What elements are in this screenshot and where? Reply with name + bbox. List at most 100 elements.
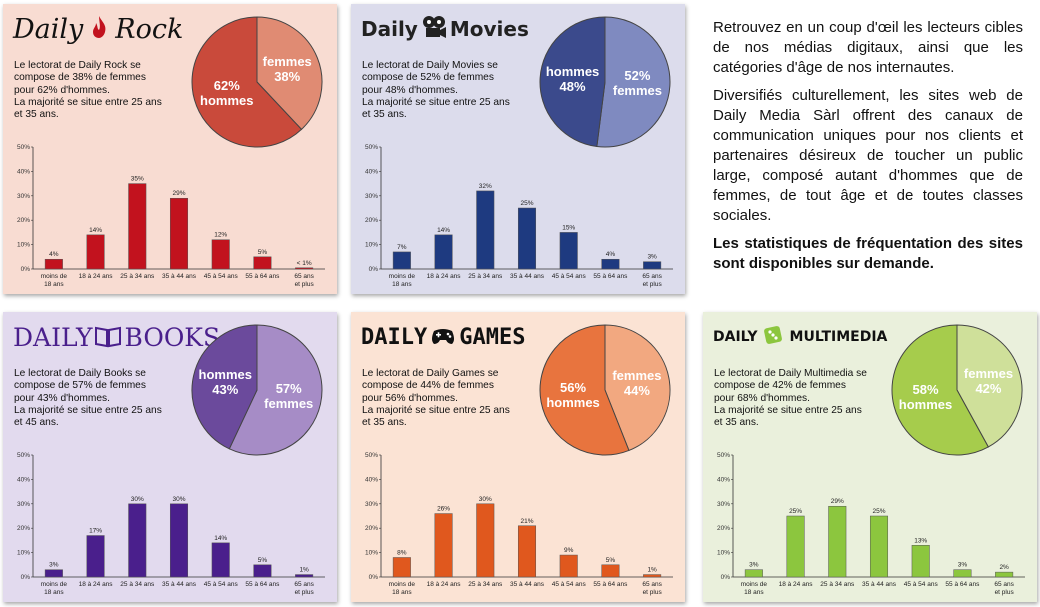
x-tick-label: 25 à 34 ans	[120, 581, 155, 588]
x-tick-label: 18 ans	[44, 589, 64, 596]
bar-value-label: 25%	[872, 508, 885, 515]
pie-label-hommes-pct: 48%	[560, 79, 586, 94]
x-tick-label: 25 à 34 ans	[468, 273, 503, 280]
y-tick-label: 0%	[369, 574, 379, 581]
bar-value-label: 21%	[520, 518, 533, 525]
x-tick-label: 35 à 44 ans	[510, 581, 545, 588]
pie-label-hommes-name: hommes	[899, 397, 952, 412]
y-tick-label: 10%	[365, 550, 378, 557]
pie-label-femmes-name: femmes	[612, 368, 661, 383]
y-tick-label: 30%	[17, 501, 30, 508]
x-tick-label: 45 à 54 ans	[204, 273, 239, 280]
bar-value-label: 29%	[172, 190, 185, 197]
y-tick-label: 40%	[717, 476, 730, 483]
pie-slice-femmes	[228, 324, 323, 456]
x-tick-label: 65 ans	[294, 581, 314, 588]
bar-value-label: < 1%	[297, 260, 312, 267]
x-tick-label: 55 à 64 ans	[593, 273, 628, 280]
y-tick-label: 20%	[365, 525, 378, 532]
bar-value-label: 1%	[299, 567, 309, 574]
y-tick-label: 50%	[365, 452, 378, 459]
bar	[476, 190, 495, 270]
description-line: pour 68% d'hommes.	[714, 392, 810, 404]
bar	[911, 545, 930, 578]
bar	[253, 564, 272, 578]
bar-value-label: 5%	[606, 557, 616, 564]
x-tick-label: 55 à 64 ans	[245, 273, 280, 280]
y-tick-label: 20%	[17, 217, 30, 224]
bar	[392, 557, 411, 578]
intro-text: Retrouvez en un coup d'œil les lecteurs …	[713, 18, 1023, 282]
description: Le lectorat de Daily Multimedia se compos…	[714, 368, 889, 429]
bar-value-label: 15%	[562, 224, 575, 231]
x-tick-label: 45 à 54 ans	[204, 581, 239, 588]
bar	[869, 515, 889, 578]
bar-value-label: 2%	[999, 564, 1009, 571]
y-tick-label: 50%	[17, 452, 30, 459]
bar-value-label: 29%	[831, 498, 844, 505]
y-tick-label: 30%	[365, 501, 378, 508]
description: Le lectorat de Daily Rock se compose de 3…	[14, 60, 189, 121]
pie-slice-femmes	[956, 324, 1023, 448]
bar	[169, 503, 189, 578]
x-tick-label: et plus	[643, 281, 663, 288]
y-tick-label: 20%	[365, 217, 378, 224]
bar	[786, 515, 805, 578]
y-tick-label: 0%	[21, 574, 31, 581]
bar-value-label: 30%	[479, 496, 492, 503]
bar	[128, 183, 147, 270]
description-line: La majorité se situe entre 25 ans	[362, 404, 510, 416]
bar-value-label: 35%	[131, 176, 144, 183]
x-tick-label: 65 ans	[294, 273, 314, 280]
pie-label-hommes-pct: 58%	[913, 382, 939, 397]
logo-text-right: Movies	[449, 17, 529, 41]
y-tick-label: 50%	[365, 144, 378, 151]
y-tick-label: 10%	[717, 550, 730, 557]
y-tick-label: 30%	[717, 501, 730, 508]
logo: DAILY BOOKS	[13, 320, 220, 354]
x-tick-label: 18 à 24 ans	[427, 581, 462, 588]
pie-label-femmes-name: femmes	[264, 396, 313, 411]
bar-value-label: 14%	[89, 227, 102, 234]
film-reel-icon	[421, 14, 447, 45]
y-tick-label: 0%	[721, 574, 731, 581]
y-tick-label: 10%	[365, 242, 378, 249]
bar	[434, 234, 453, 270]
pie-label-hommes-name: hommes	[546, 64, 599, 79]
description-line: La majorité se situe entre 25 ans	[362, 96, 510, 108]
description-line: Le lectorat de Daily Multimedia se	[714, 368, 867, 379]
panel-daily-multimedia: DAILY MULTIMEDIA Le lectorat de Daily Mult…	[703, 312, 1037, 602]
logo-text-right: GAMES	[459, 324, 526, 350]
x-tick-label: moins de	[741, 581, 768, 588]
bar	[295, 574, 314, 578]
bar-value-label: 5%	[258, 249, 268, 256]
bar	[211, 542, 230, 578]
bar	[86, 234, 105, 270]
description-line: pour 43% d'hommes.	[14, 392, 110, 404]
description-line: et 35 ans.	[714, 417, 759, 429]
y-tick-label: 50%	[717, 452, 730, 459]
bar-value-label: 12%	[214, 232, 227, 239]
y-tick-label: 40%	[17, 476, 30, 483]
x-tick-label: 65 ans	[642, 581, 662, 588]
intro-paragraph-2: Diversifiés culturellement, les sites we…	[713, 87, 1023, 224]
logo-text-left: Daily	[13, 13, 84, 45]
bar	[86, 535, 105, 578]
pie-slice-hommes	[539, 16, 606, 148]
pie-label-femmes-pct: 57%	[276, 381, 302, 396]
y-tick-label: 30%	[365, 193, 378, 200]
description-line: pour 48% d'hommes.	[362, 84, 458, 96]
bar	[253, 256, 272, 270]
bar-value-label: 9%	[564, 547, 574, 554]
bar	[744, 569, 763, 578]
pie-label-femmes-name: femmes	[263, 54, 312, 69]
description-line: pour 56% d'hommes.	[362, 392, 458, 404]
description-line: compose de 44% de femmes	[362, 380, 494, 392]
pie-slice-hommes	[191, 16, 303, 148]
description-line: compose de 52% de femmes	[362, 72, 494, 84]
bar-value-label: 13%	[914, 537, 927, 544]
